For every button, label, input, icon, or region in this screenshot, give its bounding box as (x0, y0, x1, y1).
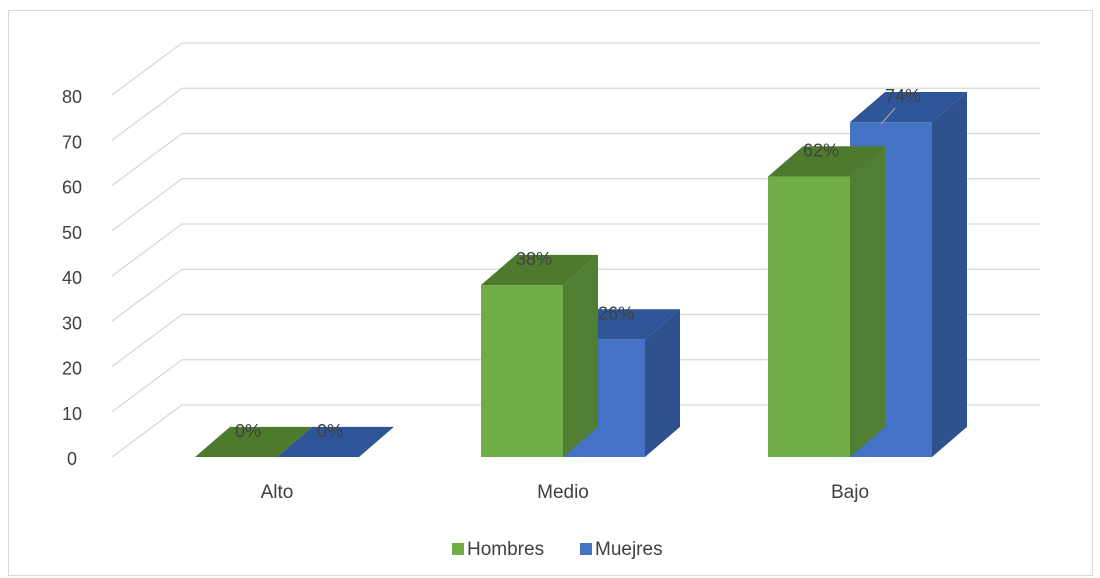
bar-side (645, 309, 680, 457)
bar-top (768, 146, 885, 177)
bar-top (481, 254, 598, 286)
gridline-depth (111, 359, 183, 413)
data-label: 26% (598, 303, 634, 323)
gridline-depth (111, 132, 183, 187)
data-label: 0% (317, 421, 343, 441)
x-axis-categories: Alto Medio Bajo (261, 482, 869, 503)
bar-front (768, 176, 850, 457)
gridline-depth (111, 87, 183, 141)
gridline-depth (111, 268, 183, 322)
data-labels: 0% 0% 26% 38% 74% 62% (235, 86, 921, 441)
data-label: 38% (516, 249, 552, 269)
gridline-depth (111, 313, 183, 368)
bar-hombres-alto (195, 426, 312, 457)
bar-side (563, 254, 598, 457)
bars (195, 91, 967, 458)
bar-muejres-alto (277, 426, 394, 457)
y-tick-label: 60 (62, 178, 82, 198)
gridline-depth (111, 178, 183, 232)
legend-swatch (580, 543, 592, 555)
gridline-depth (111, 42, 183, 96)
y-tick-label: 20 (62, 359, 82, 379)
bar-top (850, 91, 967, 123)
bar-top (277, 426, 394, 457)
y-tick-label: 80 (62, 87, 82, 107)
legend-label: Hombres (467, 539, 544, 560)
y-tick-label: 50 (62, 223, 82, 243)
bar-hombres-bajo (768, 146, 885, 458)
category-label: Medio (537, 482, 589, 503)
y-axis-ticks: 0 10 20 30 40 50 60 70 80 (62, 87, 82, 469)
bar-side (850, 146, 885, 458)
y-tick-label: 0 (67, 449, 77, 469)
data-label: 62% (803, 140, 839, 160)
bar-side (932, 91, 967, 458)
y-tick-label: 30 (62, 313, 82, 333)
data-label: 0% (235, 421, 261, 441)
bar-top (195, 426, 312, 457)
bar-hombres-medio (481, 254, 598, 457)
category-label: Alto (261, 482, 294, 503)
data-label-leader (880, 107, 896, 125)
legend-swatch (452, 543, 464, 555)
data-label: 74% (885, 86, 921, 106)
legend: Hombres Muejres (452, 539, 663, 560)
y-tick-label: 40 (62, 268, 82, 288)
gridline-depth (111, 223, 183, 277)
bar-front (481, 285, 563, 457)
legend-label: Muejres (595, 539, 663, 560)
y-tick-label: 70 (62, 132, 82, 152)
y-tick-label: 10 (62, 404, 82, 424)
category-label: Bajo (831, 482, 869, 503)
legend-item-muejres: Muejres (580, 539, 663, 560)
gridline-depth (111, 404, 183, 458)
legend-item-hombres: Hombres (452, 539, 544, 560)
